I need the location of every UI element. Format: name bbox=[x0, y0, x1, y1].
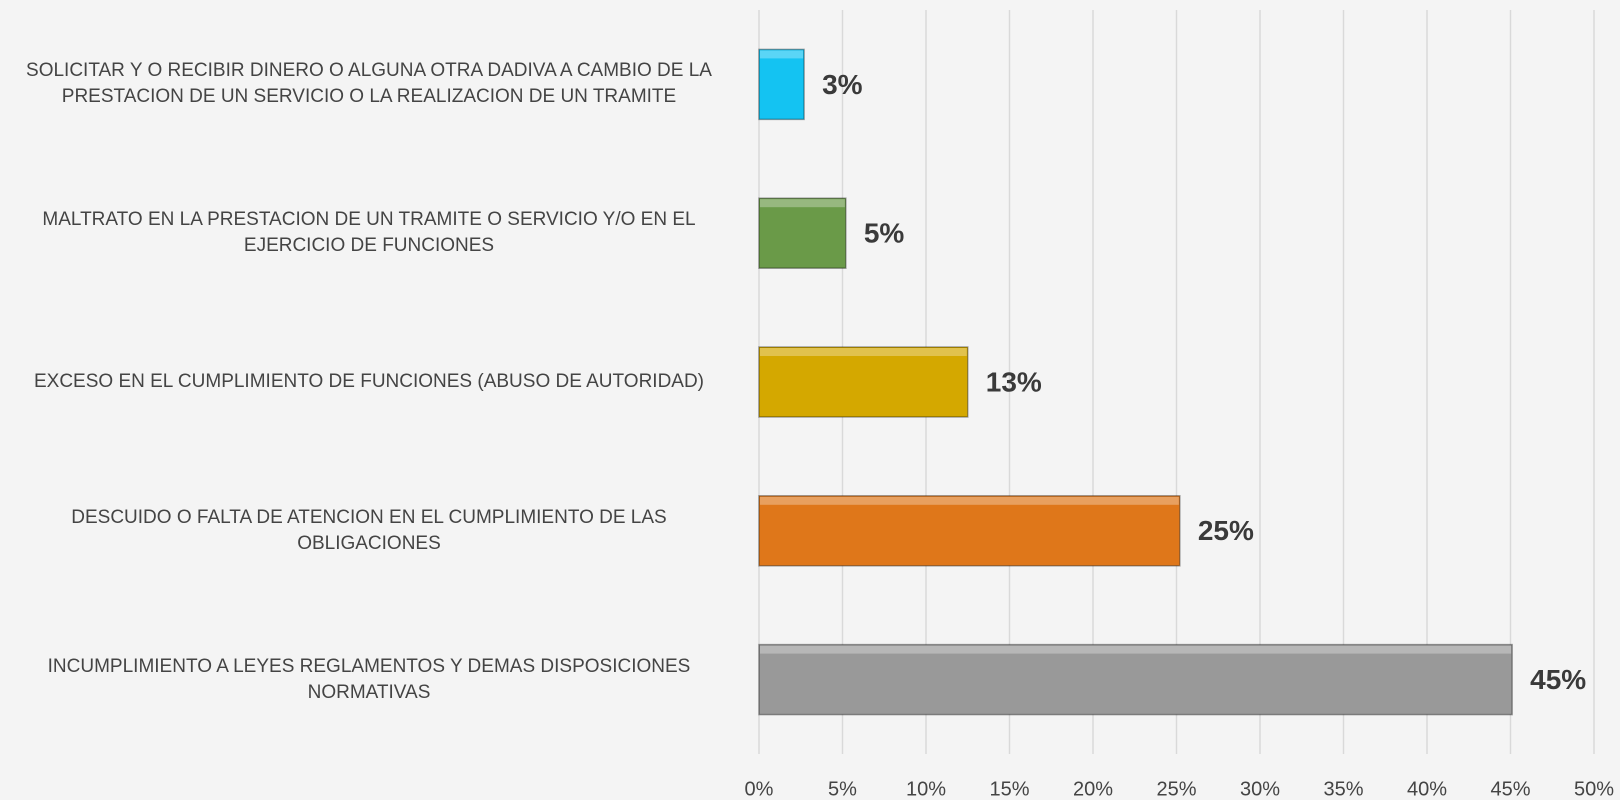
bar bbox=[758, 346, 969, 418]
bar bbox=[758, 495, 1181, 567]
bar-highlight bbox=[760, 496, 1179, 505]
x-tick-label: 10% bbox=[906, 778, 946, 800]
value-label: 13% bbox=[986, 366, 1042, 397]
x-tick-label: 0% bbox=[745, 778, 774, 800]
x-tick-label: 50% bbox=[1574, 778, 1614, 800]
bar bbox=[758, 48, 805, 121]
y-tick-label: INCUMPLIMIENTO A LEYES REGLAMENTOS Y DEM… bbox=[47, 655, 691, 703]
bar bbox=[758, 197, 847, 269]
x-tick-label: 15% bbox=[989, 778, 1029, 800]
x-tick-label: 30% bbox=[1240, 778, 1280, 800]
y-tick-label: MALTRATO EN LA PRESTACION DE UN TRAMITE … bbox=[42, 209, 696, 257]
bar-highlight bbox=[760, 199, 845, 208]
y-tick-label: SOLICITAR Y O RECIBIR DINERO O ALGUNA OT… bbox=[26, 60, 712, 108]
x-tick-label: 35% bbox=[1323, 778, 1363, 800]
bar-highlight bbox=[760, 645, 1512, 654]
x-tick-label: 45% bbox=[1490, 778, 1530, 800]
x-tick-label: 25% bbox=[1156, 778, 1196, 800]
x-tick-label: 40% bbox=[1407, 778, 1447, 800]
value-label: 5% bbox=[864, 218, 905, 249]
y-tick-label: EXCESO EN EL CUMPLIMIENTO DE FUNCIONES (… bbox=[33, 371, 705, 392]
value-label: 45% bbox=[1530, 664, 1586, 695]
x-tick-label: 5% bbox=[828, 778, 857, 800]
value-label: 3% bbox=[822, 69, 863, 100]
bar-highlight bbox=[760, 50, 804, 59]
bar-highlight bbox=[760, 348, 967, 356]
bar bbox=[758, 643, 1513, 716]
value-label: 25% bbox=[1198, 515, 1254, 546]
y-tick-label: DESCUIDO O FALTA DE ATENCION EN EL CUMPL… bbox=[71, 506, 667, 554]
x-tick-label: 20% bbox=[1073, 778, 1113, 800]
